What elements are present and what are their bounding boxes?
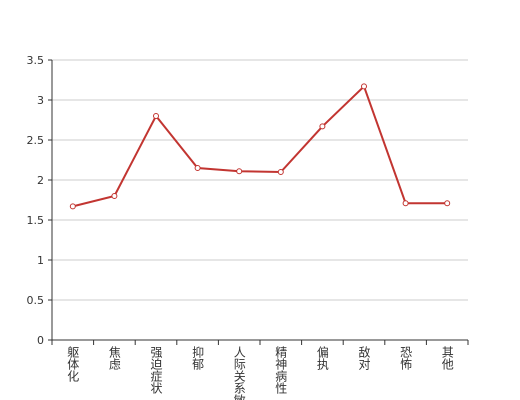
point xyxy=(402,200,409,207)
y-tick-label: 0 xyxy=(37,334,44,347)
x-tick-label: 抑郁 xyxy=(191,345,205,371)
x-tick-label: 偏执 xyxy=(315,345,329,371)
point xyxy=(111,193,118,199)
y-tick-label: 1 xyxy=(37,254,44,267)
point xyxy=(277,169,284,175)
x-tick-label: 恐怖 xyxy=(399,346,413,370)
y-tick-label: 3 xyxy=(37,94,44,107)
y-tick-label: 0.5 xyxy=(27,294,45,307)
y-tick-label: 3.5 xyxy=(27,54,45,67)
y-tick-label: 1.5 xyxy=(27,214,45,227)
point xyxy=(236,168,243,175)
x-tick-label: 焦虑 xyxy=(107,346,121,370)
point xyxy=(153,113,159,119)
x-tick-label: 精神病性 xyxy=(274,346,288,395)
point xyxy=(361,83,367,90)
x-tick-label: 躯体化 xyxy=(66,345,80,383)
x-tick-label: 敌对 xyxy=(357,345,371,370)
point xyxy=(319,123,326,130)
y-tick-label: 2.5 xyxy=(27,134,45,147)
point xyxy=(444,200,451,207)
point xyxy=(69,203,76,210)
line xyxy=(72,84,448,208)
point xyxy=(194,165,201,171)
x-tick-label: 其他 xyxy=(440,346,454,370)
y-tick-label: 2 xyxy=(37,174,44,187)
x-tick-label: 人际关系敏感 xyxy=(232,346,246,400)
x-tick-label: 强迫症状 xyxy=(149,346,163,394)
